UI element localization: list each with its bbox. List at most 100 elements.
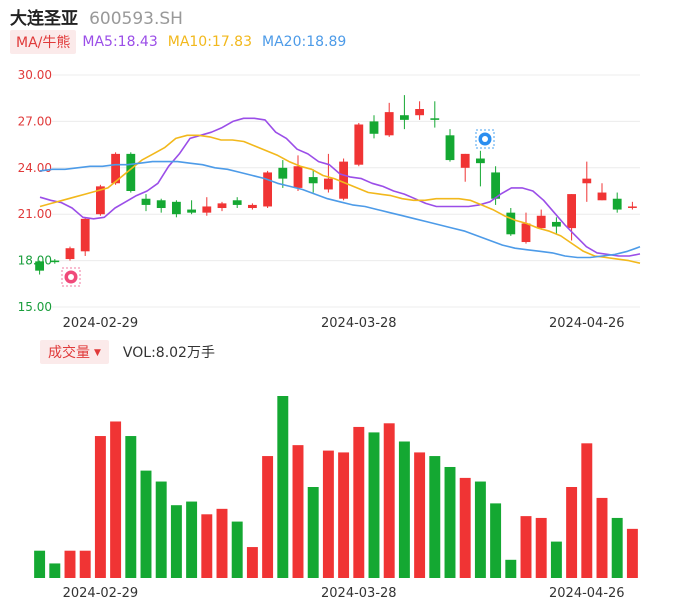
candle-body: [612, 198, 622, 210]
volume-bar: [414, 452, 426, 578]
ma-lines: [39, 117, 641, 264]
volume-series: [34, 396, 638, 578]
ma5-label: MA5:18.43: [82, 34, 158, 50]
volume-bar: [64, 550, 76, 578]
volume-bar: [383, 423, 395, 578]
volume-toggle-button[interactable]: 成交量 ▼: [40, 340, 109, 364]
x-tick-label: 2024-02-29: [63, 316, 139, 331]
ma-toggle-button[interactable]: MA/牛熊: [10, 30, 77, 54]
volume-x-tick-label: 2024-02-29: [63, 586, 139, 601]
candle-body: [263, 172, 273, 207]
candle-body: [399, 115, 409, 120]
volume-x-tick-label: 2024-03-28: [321, 586, 397, 601]
volume-bar: [520, 516, 532, 578]
ma-legend: MA/牛熊 MA5:18.43 MA10:17.83 MA20:18.89: [10, 30, 356, 54]
bull-icon: [61, 267, 81, 287]
candle-body: [491, 172, 501, 199]
volume-bar: [216, 508, 228, 578]
candlestick-series: [35, 95, 637, 275]
volume-bar: [201, 514, 213, 578]
candle-body: [445, 135, 455, 161]
marker-frame: [475, 129, 495, 149]
y-tick-label: 24.00: [18, 161, 52, 175]
candle-body: [475, 158, 485, 164]
candle-body: [506, 212, 516, 235]
volume-bar: [398, 441, 410, 578]
candle-body: [278, 167, 288, 179]
volume-bar: [505, 559, 517, 578]
volume-bar: [246, 547, 258, 578]
volume-x-tick-label: 2024-04-26: [549, 586, 625, 601]
candle-body: [597, 192, 607, 201]
y-tick-label: 30.00: [18, 68, 52, 82]
volume-bar: [368, 432, 380, 578]
candle-body: [384, 112, 394, 136]
ma20-line: [39, 160, 641, 259]
candle-body: [354, 124, 364, 165]
bear-icon: [475, 129, 495, 149]
volume-value: VOL:8.02万手: [122, 345, 215, 361]
candle-body: [536, 215, 546, 229]
marker-core: [482, 136, 488, 142]
candle-body: [111, 153, 121, 184]
volume-bar: [353, 426, 365, 578]
candle-body: [65, 248, 75, 260]
volume-bar: [140, 470, 152, 578]
signal-markers: [61, 129, 495, 287]
candle-body: [521, 223, 531, 243]
y-tick-label: 27.00: [18, 114, 52, 128]
volume-bar: [34, 550, 46, 578]
volume-bar: [474, 481, 486, 578]
volume-bar: [566, 487, 578, 578]
candle-body: [415, 109, 425, 116]
volume-bar: [155, 481, 167, 578]
y-tick-label: 21.00: [18, 207, 52, 221]
volume-bar: [596, 497, 608, 578]
volume-bar: [231, 521, 243, 578]
volume-bar: [626, 528, 638, 578]
candle-body: [126, 153, 136, 191]
candle-body: [202, 206, 212, 213]
ma10-line: [39, 134, 641, 264]
ma20-label: MA20:18.89: [262, 34, 347, 50]
volume-bar: [581, 443, 593, 578]
volume-bar: [550, 541, 562, 578]
volume-toggle-label: 成交量: [48, 345, 90, 361]
volume-legend: 成交量 ▼ VOL:8.02万手: [40, 340, 215, 364]
price-grid: [52, 74, 640, 308]
candle-body: [293, 166, 303, 188]
ma5-line: [39, 117, 641, 257]
volume-bar: [611, 517, 623, 578]
x-tick-label: 2024-04-26: [549, 316, 625, 331]
volume-bar: [94, 436, 106, 578]
volume-bar: [186, 501, 198, 578]
volume-date-axis: 2024-02-29 2024-03-28 2024-04-26: [63, 586, 625, 601]
candle-body: [582, 178, 592, 184]
candle-body: [141, 198, 151, 205]
candle-body: [308, 177, 318, 184]
marker-core: [68, 274, 74, 280]
marker-frame: [61, 267, 81, 287]
volume-bar: [444, 466, 456, 578]
candle-body: [156, 200, 166, 209]
candle-body: [187, 209, 197, 213]
candle-body: [217, 203, 227, 209]
candle-body: [35, 261, 45, 271]
volume-bar: [79, 550, 91, 578]
x-tick-label: 2024-03-28: [321, 316, 397, 331]
volume-bar: [49, 563, 61, 578]
candle-body: [171, 201, 181, 215]
y-tick-label: 18.00: [18, 254, 52, 268]
y-tick-label: 15.00: [18, 300, 52, 314]
candle-body: [430, 118, 440, 120]
volume-bar: [459, 477, 471, 578]
volume-bar: [262, 456, 274, 578]
volume-bar: [535, 517, 547, 578]
price-axis: 30.00 27.00 24.00 21.00 18.00 15.00: [18, 68, 52, 314]
date-axis: 2024-02-29 2024-03-28 2024-04-26: [63, 316, 625, 331]
volume-bar: [277, 396, 289, 578]
volume-bar: [490, 503, 502, 578]
candle-body: [232, 200, 242, 205]
candle-body: [369, 121, 379, 134]
